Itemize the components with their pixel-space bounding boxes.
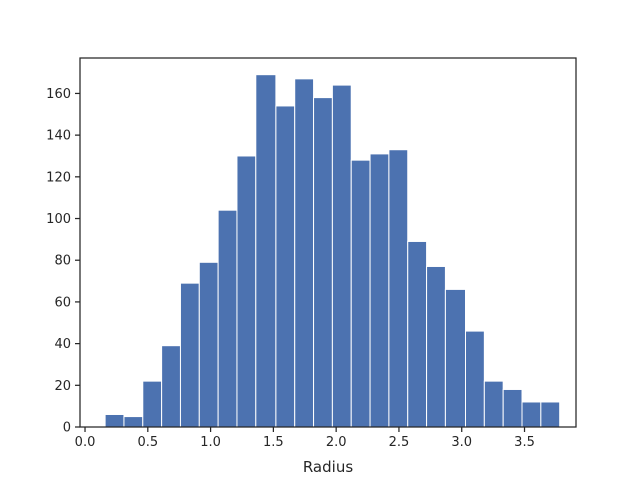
histogram-bar bbox=[426, 265, 446, 428]
histogram-bar bbox=[465, 330, 485, 428]
x-tick-label: 2.5 bbox=[389, 435, 410, 450]
y-axis-ticks: 0 20 40 60 80 100 120 140 160 bbox=[46, 87, 80, 436]
histogram-bar bbox=[104, 413, 125, 428]
x-tick-label: 3.0 bbox=[451, 435, 472, 450]
histogram-bar bbox=[294, 78, 315, 428]
histogram-bar bbox=[444, 288, 467, 428]
histogram-bar bbox=[388, 149, 409, 428]
x-tick-label: 0.0 bbox=[75, 435, 96, 450]
y-tick-label: 120 bbox=[46, 170, 71, 185]
histogram-bar bbox=[407, 240, 428, 428]
histogram-bar bbox=[179, 282, 200, 428]
x-axis-label: Radius bbox=[303, 458, 353, 476]
histogram-bar bbox=[142, 380, 163, 428]
y-tick-label: 60 bbox=[54, 295, 71, 310]
x-tick-label: 2.0 bbox=[326, 435, 347, 450]
histogram-bars bbox=[104, 74, 561, 428]
histogram-bar bbox=[217, 209, 238, 428]
histogram-bar bbox=[331, 84, 352, 428]
histogram-bar bbox=[275, 105, 296, 428]
x-tick-label: 3.5 bbox=[514, 435, 535, 450]
histogram-bar bbox=[483, 380, 504, 428]
x-tick-label: 1.5 bbox=[263, 435, 284, 450]
histogram-bar bbox=[502, 388, 523, 428]
histogram-bar bbox=[369, 153, 390, 428]
x-axis-ticks: 0.0 0.5 1.0 1.5 2.0 2.5 3.0 3.5 bbox=[75, 427, 535, 450]
histogram-bar bbox=[313, 97, 333, 428]
y-tick-label: 40 bbox=[54, 337, 71, 352]
histogram-bar bbox=[521, 401, 542, 428]
histogram-bar bbox=[540, 401, 561, 428]
y-tick-label: 140 bbox=[46, 129, 71, 144]
y-tick-label: 160 bbox=[46, 87, 71, 102]
histogram-bar bbox=[198, 261, 219, 428]
histogram-bar bbox=[350, 159, 371, 428]
y-tick-label: 80 bbox=[54, 254, 71, 269]
y-tick-label: 0 bbox=[63, 421, 71, 436]
histogram-bar bbox=[236, 155, 257, 428]
histogram-bar bbox=[123, 416, 144, 428]
histogram-bar bbox=[255, 74, 277, 428]
x-tick-label: 1.0 bbox=[200, 435, 221, 450]
y-tick-label: 20 bbox=[54, 379, 71, 394]
histogram-bar bbox=[161, 345, 181, 428]
x-tick-label: 0.5 bbox=[137, 435, 158, 450]
y-tick-label: 100 bbox=[46, 212, 71, 227]
plot-frame bbox=[79, 57, 577, 428]
